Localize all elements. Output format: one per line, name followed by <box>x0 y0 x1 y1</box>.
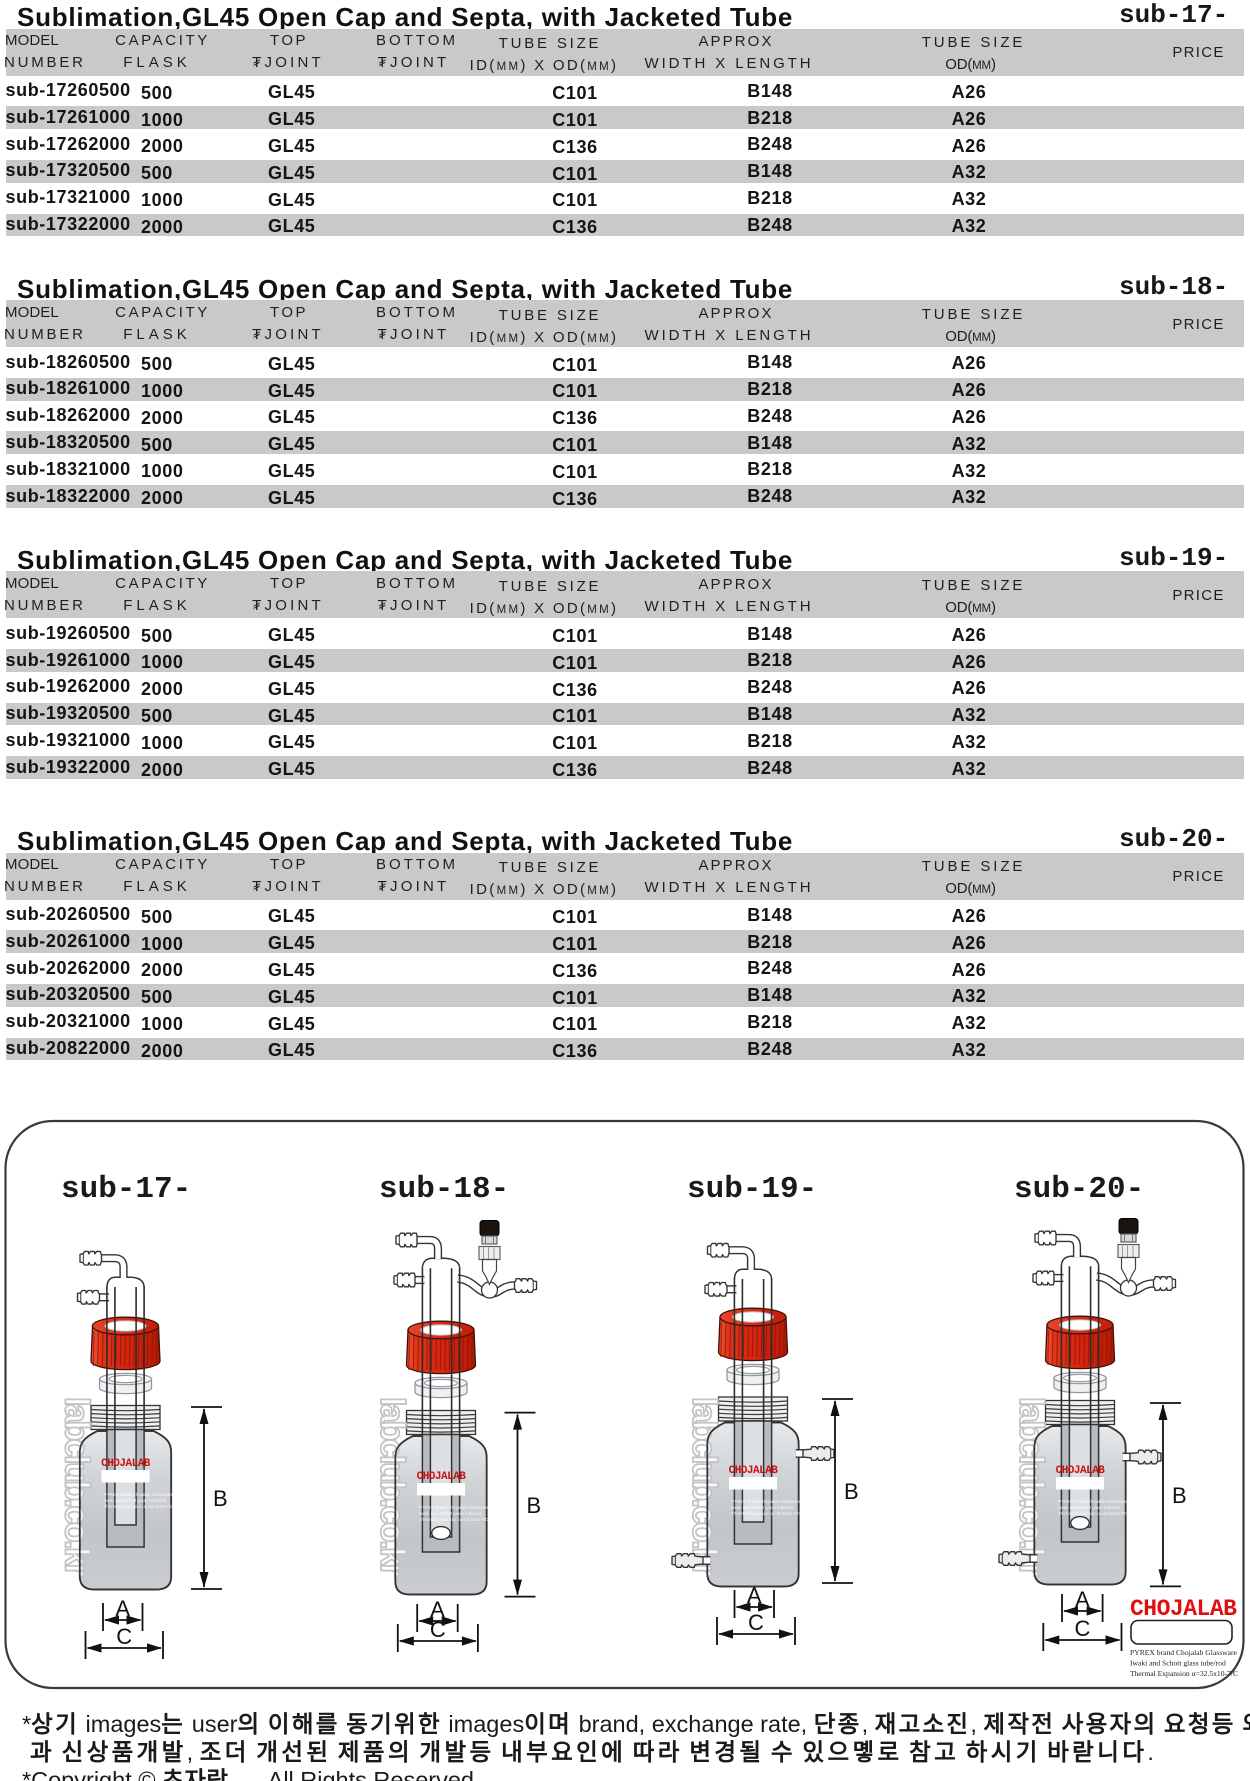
svg-text:CHOJALAB: CHOJALAB <box>1056 1465 1106 1477</box>
svg-text:C: C <box>116 1624 132 1649</box>
svg-text:Thermal Expansion a=32.5x10-7/: Thermal Expansion a=32.5x10-7/C <box>104 1504 174 1509</box>
svg-text:PYREX brand Chojalab Glassware: PYREX brand Chojalab Glassware <box>731 1499 801 1504</box>
svg-text:A: A <box>747 1583 762 1608</box>
svg-text:A: A <box>115 1596 130 1621</box>
svg-text:Thermal Expansion a=32.5x10-7/: Thermal Expansion a=32.5x10-7/C <box>1058 1511 1128 1516</box>
svg-text:Iwaki and Schott glass tube/ro: Iwaki and Schott glass tube/rod <box>104 1498 167 1503</box>
svg-text:B: B <box>1172 1483 1187 1508</box>
svg-text:PYREX brand Chojalab Glassware: PYREX brand Chojalab Glassware <box>1058 1499 1128 1504</box>
svg-text:B: B <box>844 1479 859 1504</box>
svg-text:Iwaki and Schott glass tube/ro: Iwaki and Schott glass tube/rod <box>731 1505 794 1510</box>
svg-text:Iwaki and Schott glass tube/ro: Iwaki and Schott glass tube/rod <box>1130 1659 1226 1668</box>
svg-text:sub-17-: sub-17- <box>61 1172 191 1207</box>
svg-text:sub-18-: sub-18- <box>379 1172 509 1207</box>
svg-text:labclub.co.kr: labclub.co.kr <box>58 1397 96 1576</box>
svg-text:C: C <box>748 1610 764 1635</box>
svg-text:CHOJALAB: CHOJALAB <box>101 1458 151 1470</box>
svg-text:labclub.co.kr: labclub.co.kr <box>1012 1397 1050 1576</box>
svg-text:PYREX brand Chojalab Glassware: PYREX brand Chojalab Glassware <box>1130 1648 1238 1657</box>
svg-text:Thermal Expansion a=32.5x10-7/: Thermal Expansion a=32.5x10-7/C <box>419 1517 489 1522</box>
svg-text:CHOJALAB: CHOJALAB <box>729 1465 779 1477</box>
svg-text:C: C <box>1074 1616 1090 1641</box>
svg-text:PYREX brand Chojalab Glassware: PYREX brand Chojalab Glassware <box>104 1492 174 1497</box>
svg-text:sub-19-: sub-19- <box>687 1172 817 1207</box>
svg-text:labclub.co.kr: labclub.co.kr <box>373 1397 411 1576</box>
svg-text:B: B <box>213 1486 228 1511</box>
svg-text:Thermal Expansion α=32.5x10-7/: Thermal Expansion α=32.5x10-7/C <box>1130 1669 1238 1678</box>
svg-text:PYREX brand Chojalab Glassware: PYREX brand Chojalab Glassware <box>419 1505 489 1510</box>
svg-text:labclub.co.kr: labclub.co.kr <box>685 1397 723 1576</box>
svg-text:Iwaki and Schott glass tube/ro: Iwaki and Schott glass tube/rod <box>419 1511 482 1516</box>
svg-text:A: A <box>430 1597 445 1622</box>
svg-text:B: B <box>527 1493 542 1518</box>
svg-text:Thermal Expansion a=32.5x10-7/: Thermal Expansion a=32.5x10-7/C <box>731 1511 801 1516</box>
svg-text:sub-20-: sub-20- <box>1014 1172 1144 1207</box>
svg-text:CHOJALAB: CHOJALAB <box>1130 1596 1237 1622</box>
svg-text:CHOJALAB: CHOJALAB <box>417 1471 467 1483</box>
svg-text:A: A <box>1075 1587 1090 1612</box>
svg-text:Iwaki and Schott glass tube/ro: Iwaki and Schott glass tube/rod <box>1058 1505 1121 1510</box>
svg-text:C: C <box>430 1617 446 1642</box>
